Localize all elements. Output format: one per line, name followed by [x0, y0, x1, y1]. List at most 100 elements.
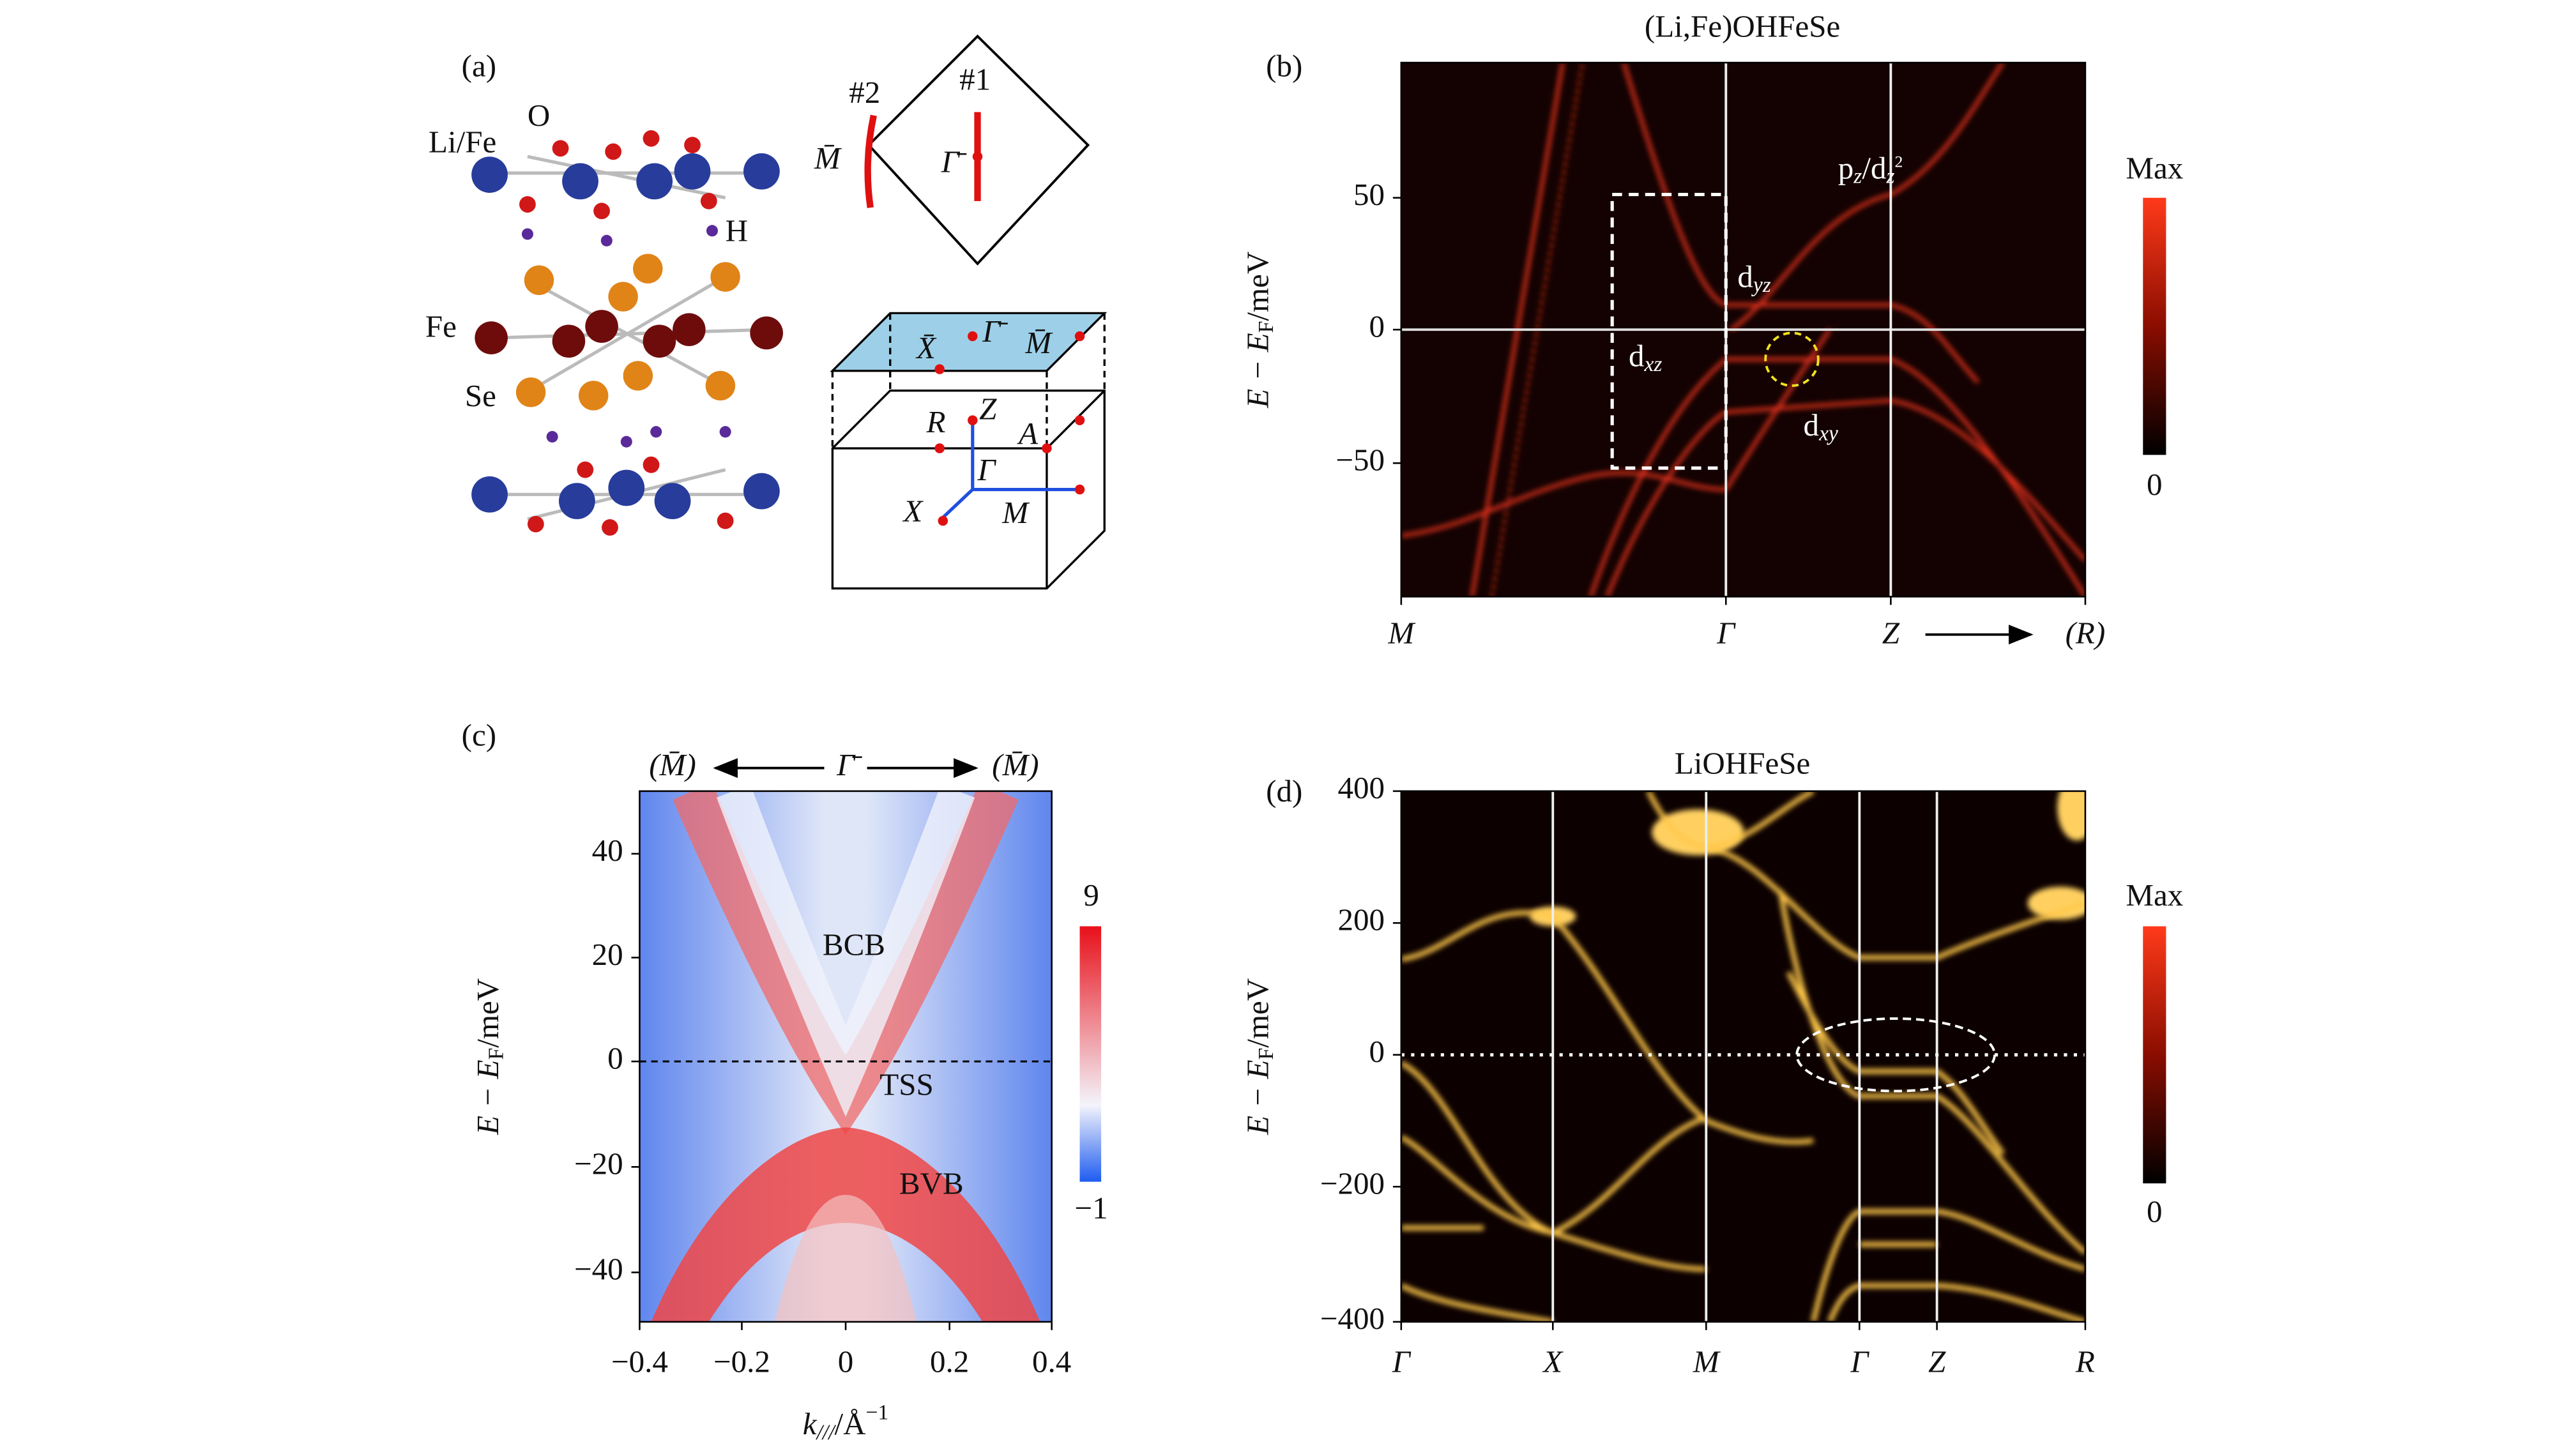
y-tick-label: −200 [1320, 1166, 1385, 1201]
axis-label-part: F [1254, 321, 1277, 333]
axis-label-part: F [484, 1048, 508, 1060]
colorbar [1079, 926, 1102, 1182]
axis-label-part: E − E [470, 1059, 505, 1135]
axis-label: E − EF/meV [470, 978, 508, 1135]
annotation: BCB [823, 927, 885, 962]
annotation: BVB [899, 1166, 964, 1201]
y-tick-label: −20 [574, 1146, 623, 1181]
panel-title: (Li,Fe)OHFeSe [1645, 9, 1840, 44]
k-point-label: X [902, 494, 924, 529]
colorbar-label: 0 [2147, 1194, 2163, 1229]
panel-label: (c) [462, 718, 496, 753]
bands [1401, 791, 2085, 1322]
colorbar [2143, 926, 2166, 1184]
colorbar-label: 9 [1083, 877, 1099, 913]
k-point-label: A [1017, 416, 1039, 451]
k-point-label: X̄ [915, 330, 937, 365]
x-tick-label: Γ [1392, 1344, 1412, 1379]
panel-d: (d) LiOHFeSe Max 0 [1266, 745, 2183, 1323]
x-tick-label: R [2075, 1344, 2095, 1379]
axis-label: E − EF/meV [1240, 252, 1278, 409]
x-tick-label: 0.2 [930, 1344, 969, 1379]
axis-label-part: /meV [470, 978, 505, 1048]
x-tick-label: M [1693, 1344, 1721, 1379]
y-tick-label: −50 [1336, 442, 1385, 477]
path-label: (M̄) [992, 747, 1039, 782]
annotation: dxz [1629, 338, 1662, 376]
axis-label-part: /meV [1240, 252, 1275, 321]
k-point-label: Z [979, 391, 997, 426]
y-tick-label: 400 [1337, 770, 1385, 805]
spectral-map [1401, 791, 2085, 1322]
cut-label: #1 [959, 61, 991, 96]
colorbar-label: Max [2126, 151, 2183, 186]
x-tick-label: Γ [1850, 1344, 1869, 1379]
k-point-label: R [926, 404, 946, 439]
surface-bz: #2 #1 M̄ Γ̄ [814, 34, 1090, 266]
annotation: TSS [879, 1067, 933, 1102]
panel-label: (b) [1266, 49, 1302, 84]
y-tick-label: 200 [1337, 902, 1385, 937]
panel-label: (a) [462, 49, 496, 84]
panel-c: (c) (M̄) Γ̄ (M̄) BCB TSS BVB k////Å−1 9 … [462, 718, 1108, 1445]
bands [639, 791, 1052, 1322]
x-tick-label: Z [1882, 615, 1900, 650]
panel-title: LiOHFeSe [1675, 745, 1810, 780]
path-label: Γ̄ [836, 747, 862, 782]
atom-label: O [528, 98, 550, 133]
x-tick-label: Γ [1716, 615, 1736, 650]
annotation: dyz [1737, 259, 1770, 297]
axis-label-part: E − E [1240, 333, 1275, 409]
x-tick-label: X [1542, 1344, 1564, 1379]
colorbar-label: 0 [2147, 467, 2163, 502]
x-tick-label: −0.2 [713, 1344, 770, 1379]
colorbar-label: −1 [1075, 1190, 1108, 1225]
y-tick-label: 50 [1353, 177, 1385, 212]
y-tick-label: 0 [1369, 308, 1385, 344]
k-point-label: M̄ [1024, 325, 1053, 360]
annotation: pz/dz2 [1838, 151, 1903, 188]
y-tick-label: 40 [592, 833, 623, 868]
annotation: dxy [1804, 407, 1838, 445]
k-point-label: Γ [977, 452, 997, 487]
atom-label: Li/Fe [429, 124, 496, 159]
bulk-bz [830, 312, 1107, 590]
axis-label-part: E − E [1240, 1059, 1275, 1135]
bands [1401, 63, 2085, 597]
panel-c-axes: 40 20 0 −20 −40 −0.4 −0.2 0 0.2 0.4 E − EF/meV [470, 833, 1071, 1379]
axis-label: k////Å−1 [803, 1400, 888, 1444]
y-tick-label: 0 [1369, 1034, 1385, 1069]
y-tick-label: 0 [607, 1040, 623, 1075]
panel-b: (b) (Li,Fe)OHFeSe pz/dz2 dyz dxz dxy Max… [1266, 9, 2183, 645]
panel-a: (a) Li/Fe O H Fe Se #2 #1 M̄ Γ̄ X̄ Γ̄ M̄… [425, 34, 1107, 590]
k-point-label: Γ̄ [941, 144, 967, 179]
x-tick-label: 0 [838, 1344, 854, 1379]
atom-label: H [726, 213, 748, 248]
y-tick-label: −40 [574, 1252, 623, 1287]
x-tick-label: M [1387, 615, 1416, 650]
x-tick-label: −0.4 [611, 1344, 668, 1379]
k-point-label: M [1001, 495, 1030, 530]
x-tick-label: (R) [2066, 615, 2106, 650]
y-tick-label: −400 [1320, 1301, 1385, 1336]
crystal [471, 130, 783, 536]
x-tick-label: 0.4 [1032, 1344, 1071, 1379]
y-tick-label: 20 [592, 937, 623, 972]
axis-label-part: /meV [1240, 978, 1275, 1048]
x-tick-label: Z [1928, 1344, 1946, 1379]
colorbar-label: Max [2126, 877, 2183, 913]
cut-label: #2 [849, 75, 880, 110]
panel-label: (d) [1266, 773, 1302, 808]
k-point-label: M̄ [814, 140, 842, 176]
panel-b-axes: 50 0 −50 M Γ Z (R) E − EF/meV [1240, 177, 2106, 651]
axis-label-part: F [1254, 1048, 1277, 1060]
frame [1400, 790, 2087, 1323]
atom-label: Se [465, 378, 496, 413]
atom-label: Fe [425, 308, 457, 344]
colorbar [2143, 197, 2166, 455]
axis-label: E − EF/meV [1240, 978, 1278, 1135]
